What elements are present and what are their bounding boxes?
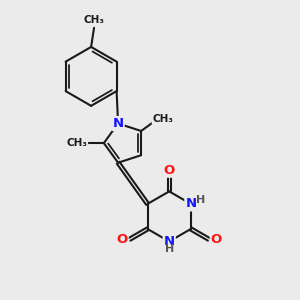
Text: CH₃: CH₃ <box>66 138 87 148</box>
Text: N: N <box>164 235 175 248</box>
Text: O: O <box>211 233 222 246</box>
Text: N: N <box>185 197 197 210</box>
Text: O: O <box>116 233 128 246</box>
Text: N: N <box>112 117 124 130</box>
Text: O: O <box>164 164 175 177</box>
Text: H: H <box>196 195 205 205</box>
Text: CH₃: CH₃ <box>84 15 105 25</box>
Text: H: H <box>165 244 174 254</box>
Text: CH₃: CH₃ <box>152 114 173 124</box>
